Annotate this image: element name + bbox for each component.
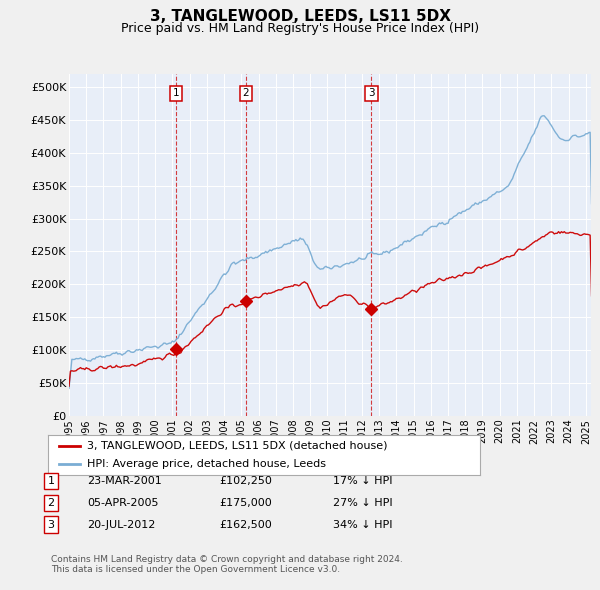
Text: 3: 3 [47, 520, 55, 529]
Text: 17% ↓ HPI: 17% ↓ HPI [333, 476, 392, 486]
Text: 2: 2 [242, 88, 249, 99]
Text: 3, TANGLEWOOD, LEEDS, LS11 5DX: 3, TANGLEWOOD, LEEDS, LS11 5DX [149, 9, 451, 24]
Text: 23-MAR-2001: 23-MAR-2001 [87, 476, 162, 486]
Text: 05-APR-2005: 05-APR-2005 [87, 498, 158, 507]
Text: 2: 2 [47, 498, 55, 507]
Text: 27% ↓ HPI: 27% ↓ HPI [333, 498, 392, 507]
Text: HPI: Average price, detached house, Leeds: HPI: Average price, detached house, Leed… [87, 459, 326, 469]
Text: £102,250: £102,250 [219, 476, 272, 486]
Text: 34% ↓ HPI: 34% ↓ HPI [333, 520, 392, 529]
Text: 20-JUL-2012: 20-JUL-2012 [87, 520, 155, 529]
Text: Price paid vs. HM Land Registry's House Price Index (HPI): Price paid vs. HM Land Registry's House … [121, 22, 479, 35]
Text: 1: 1 [47, 476, 55, 486]
Text: £162,500: £162,500 [219, 520, 272, 529]
Text: Contains HM Land Registry data © Crown copyright and database right 2024.: Contains HM Land Registry data © Crown c… [51, 555, 403, 564]
Text: £175,000: £175,000 [219, 498, 272, 507]
Text: 3: 3 [368, 88, 374, 99]
Text: 1: 1 [173, 88, 179, 99]
Text: 3, TANGLEWOOD, LEEDS, LS11 5DX (detached house): 3, TANGLEWOOD, LEEDS, LS11 5DX (detached… [87, 441, 388, 451]
Text: This data is licensed under the Open Government Licence v3.0.: This data is licensed under the Open Gov… [51, 565, 340, 575]
